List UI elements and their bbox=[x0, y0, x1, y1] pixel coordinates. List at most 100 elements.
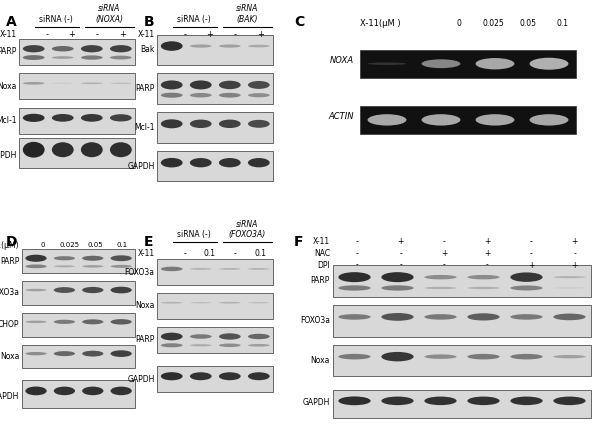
Ellipse shape bbox=[382, 313, 413, 321]
Ellipse shape bbox=[476, 58, 514, 70]
Text: X-11: X-11 bbox=[137, 249, 155, 257]
Ellipse shape bbox=[82, 319, 103, 324]
Ellipse shape bbox=[25, 255, 47, 262]
Ellipse shape bbox=[161, 372, 182, 380]
Ellipse shape bbox=[23, 142, 44, 158]
Text: E: E bbox=[144, 235, 154, 249]
Text: -: - bbox=[530, 249, 532, 257]
Ellipse shape bbox=[190, 302, 212, 303]
Ellipse shape bbox=[110, 45, 132, 52]
Text: 0: 0 bbox=[457, 19, 461, 28]
Bar bbox=[333, 305, 591, 337]
Bar bbox=[157, 35, 274, 65]
Ellipse shape bbox=[382, 285, 413, 291]
Ellipse shape bbox=[161, 119, 182, 128]
Text: CHOP: CHOP bbox=[0, 320, 19, 329]
Text: 0.1: 0.1 bbox=[116, 242, 128, 248]
Text: X-11(μM): X-11(μM) bbox=[0, 241, 19, 250]
Text: GAPDH: GAPDH bbox=[302, 398, 330, 407]
Ellipse shape bbox=[190, 44, 212, 48]
Text: -: - bbox=[184, 30, 187, 39]
Text: -: - bbox=[573, 249, 576, 257]
Ellipse shape bbox=[161, 93, 182, 98]
Ellipse shape bbox=[52, 46, 74, 51]
Ellipse shape bbox=[190, 334, 212, 339]
Ellipse shape bbox=[467, 313, 500, 321]
Ellipse shape bbox=[25, 321, 47, 323]
Text: NAC: NAC bbox=[314, 249, 330, 257]
Bar bbox=[157, 366, 274, 392]
Ellipse shape bbox=[338, 397, 371, 405]
Text: GAPDH: GAPDH bbox=[127, 162, 155, 171]
Ellipse shape bbox=[424, 354, 457, 359]
Ellipse shape bbox=[511, 397, 542, 405]
Ellipse shape bbox=[25, 352, 47, 355]
Ellipse shape bbox=[422, 59, 460, 68]
Ellipse shape bbox=[248, 268, 270, 270]
Ellipse shape bbox=[424, 287, 457, 289]
Text: -: - bbox=[356, 260, 358, 270]
Text: -: - bbox=[95, 30, 98, 39]
Ellipse shape bbox=[190, 268, 212, 270]
Text: +: + bbox=[571, 260, 578, 270]
Text: +: + bbox=[441, 249, 447, 257]
Ellipse shape bbox=[219, 302, 241, 304]
Ellipse shape bbox=[382, 397, 413, 405]
Ellipse shape bbox=[219, 158, 241, 167]
Text: Mcl-1: Mcl-1 bbox=[0, 117, 17, 125]
Ellipse shape bbox=[248, 334, 270, 339]
Ellipse shape bbox=[23, 114, 44, 122]
Ellipse shape bbox=[219, 44, 241, 48]
Ellipse shape bbox=[81, 45, 103, 52]
Text: 0.05: 0.05 bbox=[520, 19, 536, 28]
Ellipse shape bbox=[553, 397, 586, 405]
Text: DPI: DPI bbox=[317, 260, 330, 270]
Ellipse shape bbox=[219, 93, 241, 98]
Ellipse shape bbox=[467, 275, 500, 280]
Ellipse shape bbox=[467, 354, 500, 359]
Text: X-11: X-11 bbox=[313, 237, 330, 246]
Text: +: + bbox=[257, 30, 263, 39]
Text: siRNA
(NOXA): siRNA (NOXA) bbox=[95, 4, 123, 24]
Ellipse shape bbox=[424, 397, 457, 405]
Ellipse shape bbox=[161, 333, 182, 340]
Ellipse shape bbox=[110, 287, 132, 293]
Ellipse shape bbox=[467, 287, 500, 289]
Text: siRNA (-): siRNA (-) bbox=[177, 230, 211, 239]
Text: -: - bbox=[486, 260, 489, 270]
Text: +: + bbox=[397, 237, 404, 246]
Text: ACTIN: ACTIN bbox=[329, 112, 354, 121]
Ellipse shape bbox=[553, 314, 586, 320]
Bar bbox=[333, 390, 591, 418]
Ellipse shape bbox=[54, 320, 75, 324]
Text: +: + bbox=[484, 237, 491, 246]
Ellipse shape bbox=[511, 314, 542, 320]
Ellipse shape bbox=[110, 350, 132, 357]
Ellipse shape bbox=[110, 83, 132, 84]
Text: D: D bbox=[6, 235, 17, 249]
Text: 0.05: 0.05 bbox=[88, 242, 104, 248]
Bar bbox=[360, 106, 576, 134]
Ellipse shape bbox=[511, 286, 542, 290]
Ellipse shape bbox=[382, 352, 413, 362]
Text: siRNA (-): siRNA (-) bbox=[39, 15, 73, 24]
Bar bbox=[157, 327, 274, 353]
Text: -: - bbox=[234, 249, 236, 257]
Ellipse shape bbox=[110, 56, 132, 60]
Bar bbox=[19, 138, 136, 168]
Text: +: + bbox=[206, 30, 214, 39]
Text: GAPDH: GAPDH bbox=[127, 375, 155, 384]
Ellipse shape bbox=[110, 255, 132, 261]
Ellipse shape bbox=[110, 142, 132, 157]
Ellipse shape bbox=[219, 81, 241, 89]
Bar bbox=[19, 108, 136, 134]
Text: C: C bbox=[294, 15, 304, 29]
Ellipse shape bbox=[248, 45, 270, 48]
Ellipse shape bbox=[82, 287, 103, 293]
Text: PARP: PARP bbox=[135, 335, 155, 344]
Ellipse shape bbox=[161, 267, 182, 271]
Bar bbox=[157, 112, 274, 143]
Text: Noxa: Noxa bbox=[311, 356, 330, 365]
Ellipse shape bbox=[110, 114, 132, 121]
Ellipse shape bbox=[338, 285, 371, 291]
